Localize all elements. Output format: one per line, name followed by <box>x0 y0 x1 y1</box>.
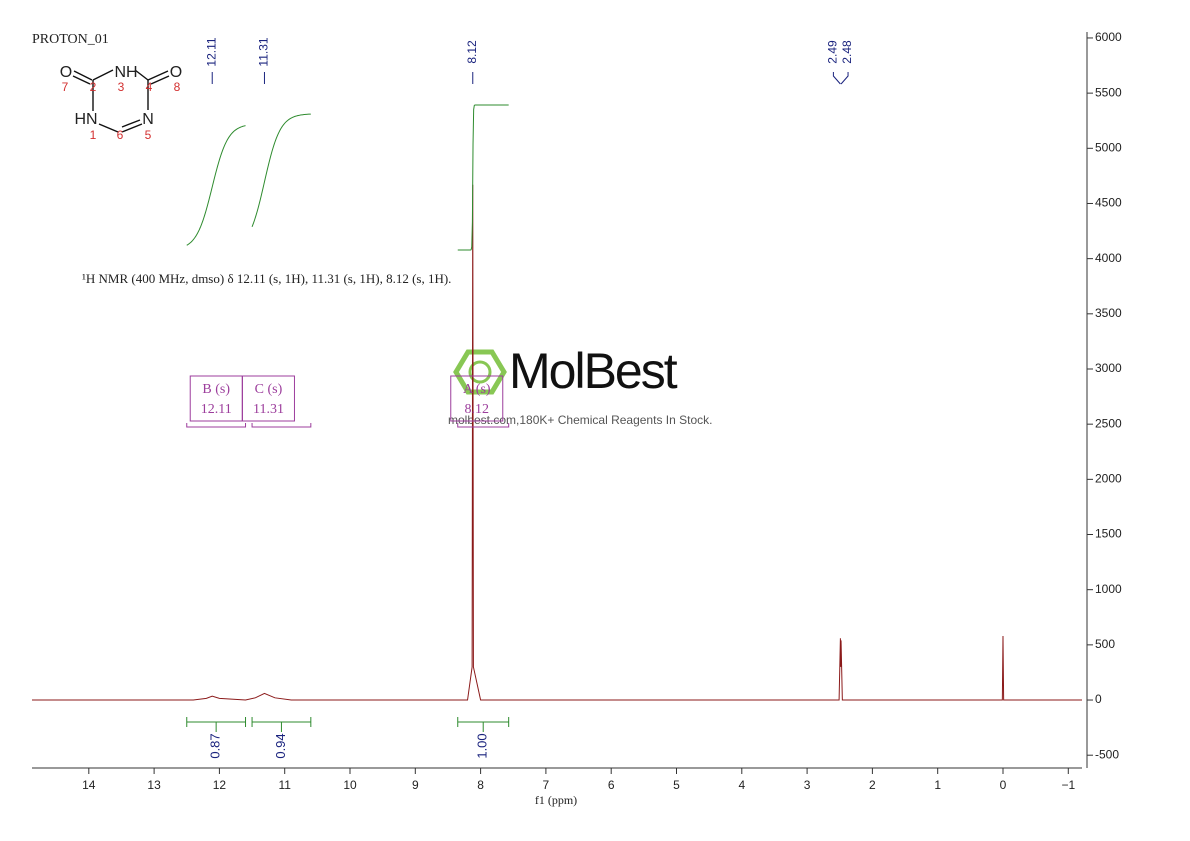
atom-number: 7 <box>62 80 69 94</box>
y-tick-label: 5500 <box>1095 85 1122 99</box>
integral-curve <box>186 125 246 246</box>
x-tick-label: 13 <box>147 778 161 792</box>
atom-number: 8 <box>174 80 181 94</box>
y-tick-label: 3500 <box>1095 306 1122 320</box>
multiplet-shift: 11.31 <box>253 402 284 417</box>
y-tick-label: 4500 <box>1095 196 1122 210</box>
multiplet-label: C (s) <box>255 382 283 397</box>
molecule <box>72 69 170 133</box>
integral-bar <box>457 717 510 732</box>
watermark <box>453 349 507 395</box>
y-tick-label: 5000 <box>1095 140 1122 154</box>
y-tick-label: 1000 <box>1095 582 1122 596</box>
integral-label: 1.00 <box>475 733 490 758</box>
x-tick-label: 5 <box>673 778 680 792</box>
atom-label: O <box>170 64 182 81</box>
y-tick-label: 1500 <box>1095 527 1122 541</box>
x-axis-label: f1 (ppm) <box>535 793 577 807</box>
atom-number: 6 <box>117 128 124 142</box>
x-tick-label: 9 <box>412 778 419 792</box>
peak-label-line <box>832 72 841 85</box>
bond <box>121 123 143 133</box>
bond <box>134 69 149 81</box>
multiplet-range <box>457 423 510 428</box>
atom-number: 4 <box>146 80 153 94</box>
x-tick-label: 0 <box>1000 778 1007 792</box>
peak-label: 8.12 <box>465 40 479 64</box>
bond <box>150 75 170 85</box>
y-tick-label: 2000 <box>1095 472 1122 486</box>
x-tick-label: 11 <box>278 778 291 792</box>
bond <box>73 70 93 81</box>
multiplet-box <box>450 375 504 422</box>
atom-label: N <box>142 111 154 128</box>
multiplet-label: A (s) <box>463 382 491 397</box>
atom-label: O <box>60 64 72 81</box>
multiplet-shift: 8.12 <box>465 402 490 417</box>
multiplet-shift: 12.11 <box>201 402 232 417</box>
watermark-logo <box>453 349 507 395</box>
multiplet-range <box>251 423 312 428</box>
spectrum-line <box>32 184 1082 701</box>
watermark-logo <box>468 360 492 384</box>
watermark-brand: MolBest <box>509 343 678 399</box>
y-tick-label: 6000 <box>1095 30 1122 44</box>
x-tick-label: 3 <box>804 778 811 792</box>
integral-curve <box>457 104 509 251</box>
x-tick-label: 8 <box>477 778 484 792</box>
y-tick-label: 3000 <box>1095 361 1122 375</box>
x-tick-label: 1 <box>934 778 941 792</box>
atom-label: NH <box>114 64 137 81</box>
watermark-tagline: molbest.com,180K+ Chemical Reagents In S… <box>448 413 712 427</box>
integral-label: 0.94 <box>273 733 288 758</box>
integral-bar <box>186 717 247 732</box>
y-tick-label: -500 <box>1095 747 1119 761</box>
peak-label: 2.48 <box>840 40 854 64</box>
x-tick-label: 7 <box>543 778 550 792</box>
atom-number: 5 <box>145 128 152 142</box>
x-tick-label: 10 <box>343 778 357 792</box>
bond <box>147 70 169 81</box>
x-tick-label: 6 <box>608 778 615 792</box>
integral-label: 0.87 <box>208 733 223 758</box>
x-tick-label: 12 <box>213 778 227 792</box>
integral-curve <box>251 113 311 227</box>
integral-bar <box>251 717 312 732</box>
bond <box>72 75 91 85</box>
bond <box>98 123 119 133</box>
peak-label: 12.11 <box>204 37 218 66</box>
x-tick-label: 2 <box>869 778 876 792</box>
multiplet-label: B (s) <box>202 382 230 397</box>
y-tick-label: 500 <box>1095 637 1115 651</box>
y-tick-label: 4000 <box>1095 251 1122 265</box>
bond <box>121 119 141 128</box>
peak-label: 11.31 <box>257 37 271 66</box>
y-tick-label: 2500 <box>1095 416 1122 430</box>
atom-number: 1 <box>90 128 97 142</box>
x-tick-label: 14 <box>82 778 96 792</box>
atom-number: 3 <box>118 80 125 94</box>
atom-label: HN <box>74 111 97 128</box>
atom-number: 2 <box>90 80 97 94</box>
multiplet-box <box>241 375 295 422</box>
annotation: ¹H NMR (400 MHz, dmso) δ 12.11 (s, 1H), … <box>82 271 451 286</box>
chart-title: PROTON_01 <box>32 32 109 47</box>
peak-label-line <box>840 72 849 85</box>
multiplet-range <box>186 423 247 428</box>
peak-label: 2.49 <box>826 40 840 64</box>
y-tick-label: 0 <box>1095 692 1102 706</box>
x-tick-label: −1 <box>1061 778 1075 792</box>
bond <box>92 69 114 81</box>
x-tick-label: 4 <box>738 778 745 792</box>
